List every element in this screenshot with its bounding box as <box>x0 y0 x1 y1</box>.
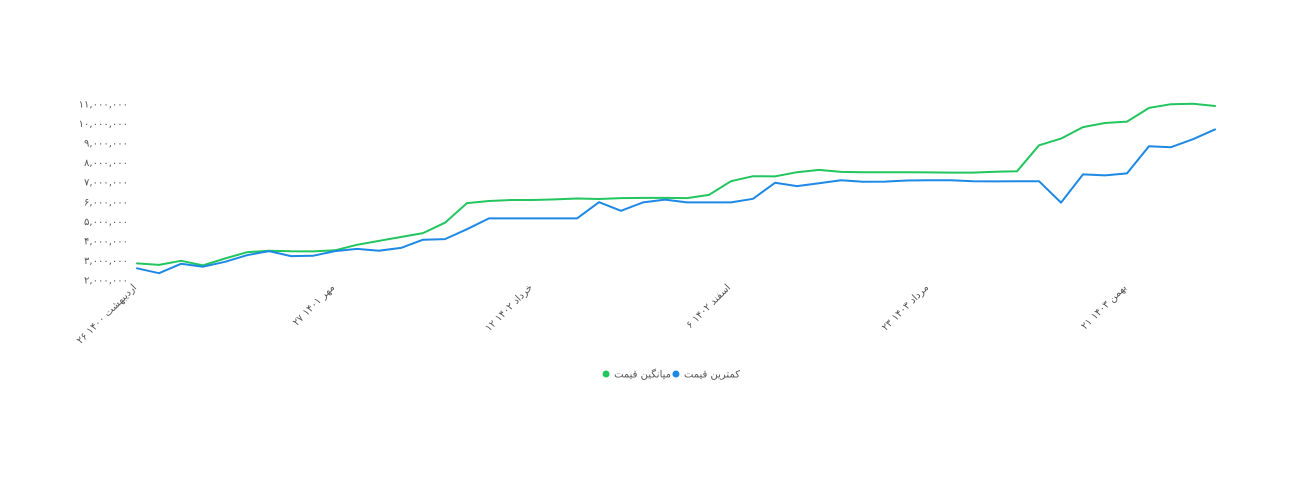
y-tick: ۵,۰۰۰,۰۰۰ <box>84 217 128 228</box>
y-tick: ۴,۰۰۰,۰۰۰ <box>84 236 128 247</box>
series-layer <box>136 102 1216 275</box>
y-tick-label: ۲,۰۰۰,۰۰۰ <box>84 276 128 287</box>
x-tick-label: ۲۱ بهمن ۱۴۰۳ <box>1079 282 1129 332</box>
y-tick: ۹,۰۰۰,۰۰۰ <box>84 139 128 150</box>
x-tick-label: ۱۲ خرداد ۱۴۰۲ <box>484 282 536 334</box>
legend: کمترین قیمت میانگین قیمت <box>602 369 740 381</box>
y-tick-label: ۱۰,۰۰۰,۰۰۰ <box>79 119 128 130</box>
y-tick: ۸,۰۰۰,۰۰۰ <box>84 158 128 169</box>
legend-item-1[interactable]: کمترین قیمت <box>672 370 740 381</box>
legend-item-0[interactable]: میانگین قیمت <box>602 369 671 381</box>
y-tick: ۱۱,۰۰۰,۰۰۰ <box>79 100 128 111</box>
y-tick: ۷,۰۰۰,۰۰۰ <box>84 178 128 189</box>
x-tick: ۱۲ خرداد ۱۴۰۲ <box>484 282 536 334</box>
y-tick-label: ۱۱,۰۰۰,۰۰۰ <box>79 100 128 111</box>
y-tick-label: ۹,۰۰۰,۰۰۰ <box>84 139 128 150</box>
x-tick-label: ۲۷ مهر ۱۴۰۱ <box>291 282 337 328</box>
y-tick: ۱۰,۰۰۰,۰۰۰ <box>79 119 128 130</box>
y-tick-label: ۷,۰۰۰,۰۰۰ <box>84 178 128 189</box>
y-tick-label: ۵,۰۰۰,۰۰۰ <box>84 217 128 228</box>
legend-marker <box>672 370 680 378</box>
y-tick: ۳,۰۰۰,۰۰۰ <box>84 256 128 267</box>
x-tick: ۲۱ بهمن ۱۴۰۳ <box>1079 282 1129 332</box>
x-tick-label: ۲۳ مرداد ۱۴۰۳ <box>880 282 931 333</box>
x-tick-label: ۲۶ اردیبهشت ۱۴۰۰ <box>75 282 139 346</box>
y-tick: ۲,۰۰۰,۰۰۰ <box>84 276 128 287</box>
series-line-0 <box>136 102 1216 267</box>
legend-label: کمترین قیمت <box>684 370 740 381</box>
legend-label: میانگین قیمت <box>614 369 671 381</box>
x-tick-label: ۶ اسفند ۱۴۰۲ <box>685 282 734 331</box>
y-tick: ۶,۰۰۰,۰۰۰ <box>84 197 128 208</box>
x-tick: ۶ اسفند ۱۴۰۲ <box>685 282 734 331</box>
x-tick: ۲۶ اردیبهشت ۱۴۰۰ <box>75 282 139 346</box>
legend-marker <box>602 370 610 378</box>
x-axis: ۲۶ اردیبهشت ۱۴۰۰ ۲۷ مهر ۱۴۰۱ ۱۲ خرداد ۱۴۰۲… <box>75 282 1129 346</box>
y-axis: ۲,۰۰۰,۰۰۰ ۳,۰۰۰,۰۰۰ ۴,۰۰۰,۰۰۰ ۵,۰۰۰,۰۰۰ ۶,۰۰… <box>79 100 128 287</box>
y-tick-label: ۳,۰۰۰,۰۰۰ <box>84 256 128 267</box>
x-tick: ۲۳ مرداد ۱۴۰۳ <box>880 282 931 333</box>
y-tick-label: ۶,۰۰۰,۰۰۰ <box>84 197 128 208</box>
y-tick-label: ۴,۰۰۰,۰۰۰ <box>84 236 128 247</box>
x-tick: ۲۷ مهر ۱۴۰۱ <box>291 282 337 328</box>
series-line-1 <box>136 128 1216 275</box>
y-tick-label: ۸,۰۰۰,۰۰۰ <box>84 158 128 169</box>
